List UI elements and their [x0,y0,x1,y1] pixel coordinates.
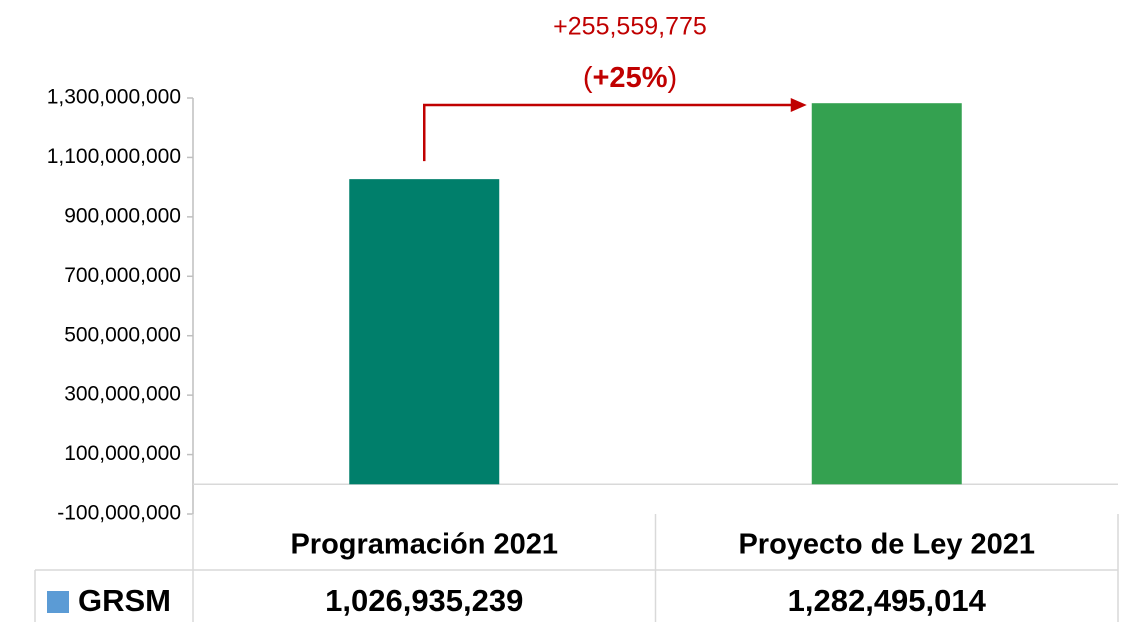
annotation-percent: (+25%) [583,62,677,94]
y-tick-label: 300,000,000 [64,383,181,406]
percent: +25% [593,62,668,94]
y-tick-label: 1,100,000,000 [47,145,181,168]
annotation-difference: +255,559,775 [553,13,707,41]
legend-swatch [47,591,69,613]
arrow-head [790,98,807,112]
y-tick-label: 100,000,000 [64,442,181,465]
y-tick-label: -100,000,000 [57,502,181,525]
legend-label: GRSM [78,583,171,618]
category-label: Programación 2021 [290,529,558,561]
y-tick-label: 500,000,000 [64,323,181,346]
y-tick-label: 1,300,000,000 [47,86,181,109]
value-label: 1,026,935,239 [325,583,523,618]
paren: ( [583,62,593,94]
category-label: Proyecto de Ley 2021 [738,529,1035,561]
value-label: 1,282,495,014 [788,583,987,618]
paren: ) [667,62,677,94]
bar [811,103,962,485]
bar [349,179,500,485]
y-tick-label: 900,000,000 [64,204,181,227]
arrow [423,103,795,162]
y-tick-label: 700,000,000 [64,264,181,287]
